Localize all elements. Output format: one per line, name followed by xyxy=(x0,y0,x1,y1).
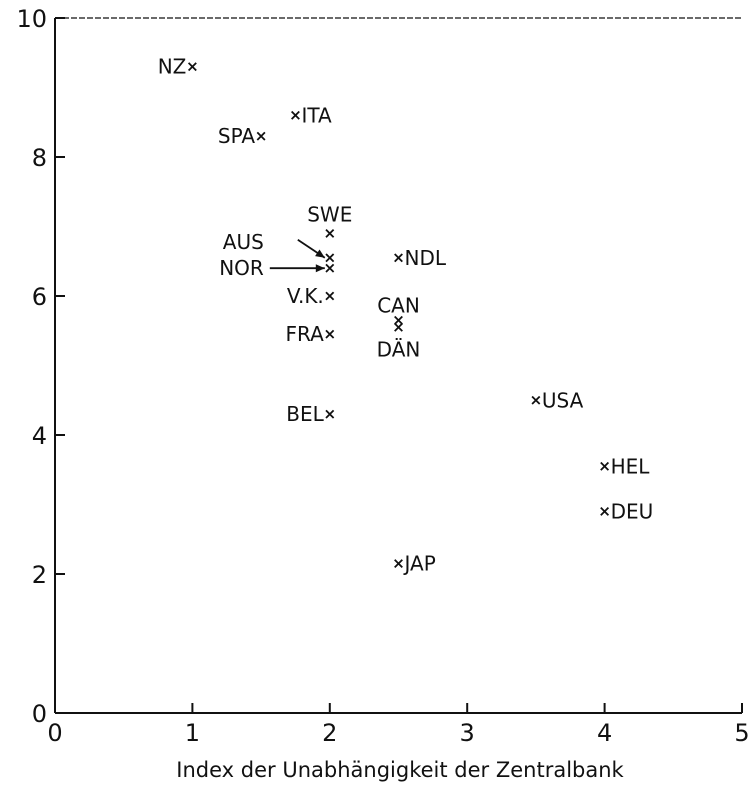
point-label: DÄN xyxy=(377,337,421,361)
data-point: JAP xyxy=(394,552,436,576)
point-label: ITA xyxy=(301,103,332,127)
point-marker-stroke xyxy=(394,253,403,263)
data-point: CAN xyxy=(377,293,420,325)
point-label: BEL xyxy=(286,402,324,426)
x-tick-label: 0 xyxy=(47,719,62,747)
point-label: V.K. xyxy=(287,284,324,308)
point-label: SPA xyxy=(218,124,255,148)
point-label: AUS xyxy=(223,230,264,254)
axes xyxy=(54,17,742,714)
data-point: AUS xyxy=(223,230,335,263)
x-ticks: 0 1 2 3 4 5 xyxy=(47,703,750,747)
arrowhead xyxy=(315,264,325,273)
data-point: NOR xyxy=(219,256,335,280)
point-label: HEL xyxy=(611,454,651,478)
data-point: HEL xyxy=(600,454,651,478)
point-marker-stroke xyxy=(600,461,610,471)
data-point: NDL xyxy=(394,246,447,270)
point-marker-stroke xyxy=(600,507,610,516)
data-point: DEU xyxy=(600,499,654,523)
x-tick-label: 4 xyxy=(597,719,612,747)
point-marker-stroke xyxy=(325,263,335,273)
x-tick-label: 2 xyxy=(322,719,337,747)
y-tick-label: 4 xyxy=(32,422,47,450)
data-point: NZ xyxy=(158,55,197,79)
point-marker-stroke xyxy=(256,131,266,141)
point-marker-stroke xyxy=(291,110,300,120)
y-tick-label: 6 xyxy=(32,283,47,311)
point-label: CAN xyxy=(377,293,420,317)
point-label: NOR xyxy=(219,256,264,280)
y-tick-label: 8 xyxy=(32,144,47,172)
y-tick-label: 2 xyxy=(32,561,47,589)
y-ticks: 0 2 4 6 8 10 xyxy=(16,5,65,728)
arrowhead xyxy=(315,249,325,258)
data-point: V.K. xyxy=(287,284,335,308)
point-marker-stroke xyxy=(325,291,335,301)
point-label: DEU xyxy=(611,499,654,523)
y-tick-label: 10 xyxy=(16,5,47,33)
y-tick-label: 0 xyxy=(32,700,47,728)
point-marker-stroke xyxy=(394,315,403,325)
data-point: FRA xyxy=(286,322,335,346)
data-point: USA xyxy=(531,388,584,412)
point-label: NDL xyxy=(405,246,447,270)
x-tick-label: 1 xyxy=(185,719,200,747)
point-marker-stroke xyxy=(394,559,403,569)
point-marker-stroke xyxy=(325,253,335,263)
x-axis-title: Index der Unabhängigkeit der Zentralbank xyxy=(176,758,624,782)
data-point: SWE xyxy=(307,202,352,238)
point-marker-stroke xyxy=(187,62,197,72)
point-label: JAP xyxy=(403,552,436,576)
data-point: ITA xyxy=(291,103,332,127)
data-point: DÄN xyxy=(377,322,421,361)
pointer-arrows xyxy=(269,239,326,273)
data-point: SPA xyxy=(218,124,266,148)
data-point: BEL xyxy=(286,402,335,426)
point-label: FRA xyxy=(286,322,325,346)
point-marker-stroke xyxy=(531,395,541,405)
point-label: USA xyxy=(542,388,584,412)
point-marker-stroke xyxy=(325,329,335,339)
point-label: NZ xyxy=(158,55,187,79)
point-label: SWE xyxy=(307,202,352,226)
x-tick-label: 5 xyxy=(734,719,749,747)
x-tick-label: 3 xyxy=(460,719,475,747)
point-marker-stroke xyxy=(325,229,335,238)
point-marker-stroke xyxy=(394,322,403,332)
point-marker-stroke xyxy=(325,409,335,419)
